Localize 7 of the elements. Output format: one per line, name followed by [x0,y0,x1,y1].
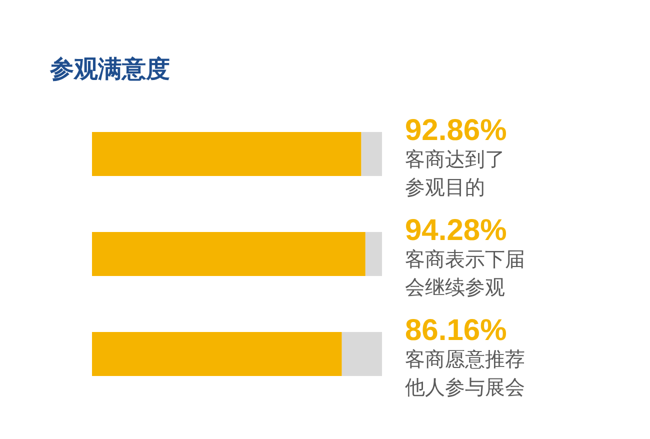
category-label: 客商表示下届会继续参观 [405,249,525,299]
value-label: 86.16% [405,314,507,347]
title: 参观满意度 [50,56,170,83]
category-label: 客商达到了参观目的 [405,149,505,199]
value-label: 94.28% [405,214,507,247]
category-label: 客商愿意推荐他人参与展会 [405,349,525,399]
value-label: 92.86% [405,114,507,147]
